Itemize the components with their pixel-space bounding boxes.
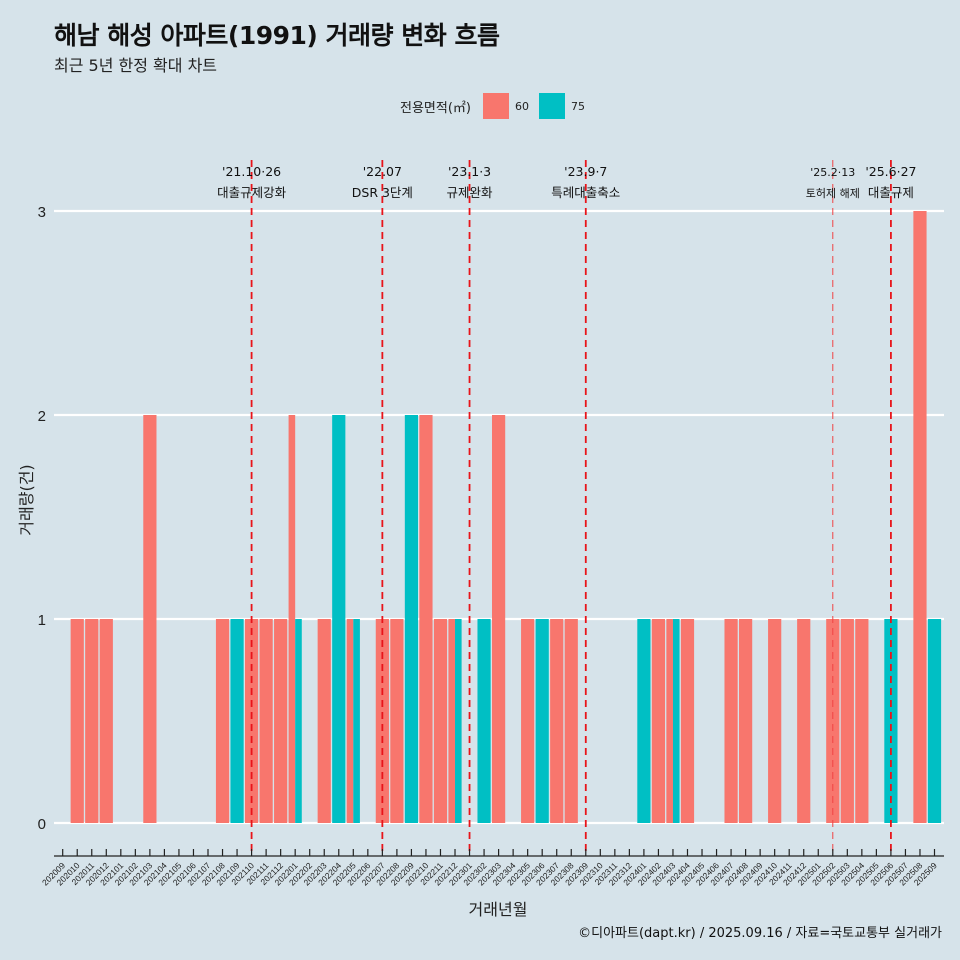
bar-60-202203 bbox=[317, 619, 331, 823]
bar-60-202208 bbox=[390, 619, 404, 823]
legend-label-60: 60 bbox=[514, 99, 529, 113]
bar-60-202111 bbox=[259, 619, 273, 823]
bar-60-202407 bbox=[724, 619, 738, 823]
event-date-label: '23.9·7 bbox=[564, 164, 607, 179]
bar-75-202209 bbox=[404, 415, 419, 823]
chart-subtitle: 최근 5년 한정 확대 차트 bbox=[54, 56, 218, 75]
bar-60-202403 bbox=[666, 619, 673, 823]
bar-75-202506 bbox=[884, 619, 898, 823]
legend: 전용면적(㎡) 60 75 bbox=[400, 93, 591, 119]
legend-key-60 bbox=[482, 93, 509, 119]
event-date-label: '25.2·13 bbox=[810, 166, 855, 179]
legend-title: 전용면적(㎡) bbox=[400, 100, 471, 116]
bar-60-202307 bbox=[550, 619, 564, 823]
bar-75-202212 bbox=[455, 619, 462, 823]
y-tick-label: 0 bbox=[38, 816, 46, 833]
bar-60-202408 bbox=[739, 619, 753, 823]
bar-60-202210 bbox=[419, 415, 433, 823]
bar-60-202103 bbox=[143, 415, 157, 823]
chart-title: 해남 해성 아파트(1991) 거래량 변화 흐름 bbox=[54, 21, 500, 50]
bar-60-202503 bbox=[840, 619, 854, 823]
bar-75-202403 bbox=[672, 619, 680, 823]
bar-60-202508 bbox=[913, 211, 927, 823]
bar-60-202212 bbox=[448, 619, 456, 823]
bar-60-202410 bbox=[768, 619, 782, 823]
bar-60-202211 bbox=[433, 619, 448, 823]
bar-60-202303 bbox=[492, 415, 506, 823]
bar-60-202402 bbox=[651, 619, 666, 823]
bar-60-202011 bbox=[85, 619, 99, 823]
y-tick-label: 1 bbox=[38, 612, 46, 629]
event-name-label: DSR 3단계 bbox=[352, 185, 413, 200]
bar-75-202509 bbox=[927, 619, 942, 823]
event-name-label: 대출규제 bbox=[868, 185, 914, 200]
y-axis-title: 거래량(건) bbox=[17, 464, 36, 535]
bar-60-202412 bbox=[797, 619, 811, 823]
event-date-label: '25.6·27 bbox=[865, 164, 916, 179]
bar-60-202404 bbox=[680, 619, 695, 823]
bar-75-202204 bbox=[332, 415, 346, 823]
event-name-label: 규제완화 bbox=[447, 185, 494, 200]
bar-60-202012 bbox=[99, 619, 113, 823]
bar-75-202201 bbox=[295, 619, 302, 823]
bar-60-202201 bbox=[288, 415, 296, 823]
bar-60-202207 bbox=[375, 619, 389, 823]
event-date-label: '21.10·26 bbox=[222, 164, 281, 179]
event-name-label: 토허제 해제 bbox=[806, 186, 860, 200]
bar-60-202108 bbox=[215, 619, 230, 823]
bar-60-202010 bbox=[70, 619, 84, 823]
bar-60-202305 bbox=[521, 619, 535, 823]
legend-label-75: 75 bbox=[570, 99, 585, 113]
bar-60-202205 bbox=[346, 619, 354, 823]
event-name-label: 특례대출축소 bbox=[551, 185, 620, 200]
bar-75-202109 bbox=[230, 619, 244, 823]
bar-60-202110 bbox=[244, 619, 259, 823]
bar-60-202502 bbox=[826, 619, 840, 823]
bar-60-202308 bbox=[564, 619, 578, 823]
bar-75-202205 bbox=[353, 619, 360, 823]
bar-75-202306 bbox=[535, 619, 549, 823]
bar-60-202112 bbox=[274, 619, 288, 823]
source-caption: ©디아파트(dapt.kr) / 2025.09.16 / 자료=국토교통부 실… bbox=[578, 926, 942, 941]
y-tick-label: 2 bbox=[38, 408, 46, 425]
x-axis-title: 거래년월 bbox=[469, 900, 528, 919]
bar-60-202504 bbox=[855, 619, 869, 823]
bar-75-202302 bbox=[477, 619, 491, 823]
event-name-label: 대출규제강화 bbox=[217, 185, 287, 200]
y-tick-label: 3 bbox=[38, 204, 46, 221]
bar-75-202401 bbox=[637, 619, 651, 823]
legend-key-75 bbox=[538, 93, 565, 119]
event-date-label: '22.07 bbox=[363, 164, 402, 179]
event-date-label: '23.1·3 bbox=[448, 164, 491, 179]
